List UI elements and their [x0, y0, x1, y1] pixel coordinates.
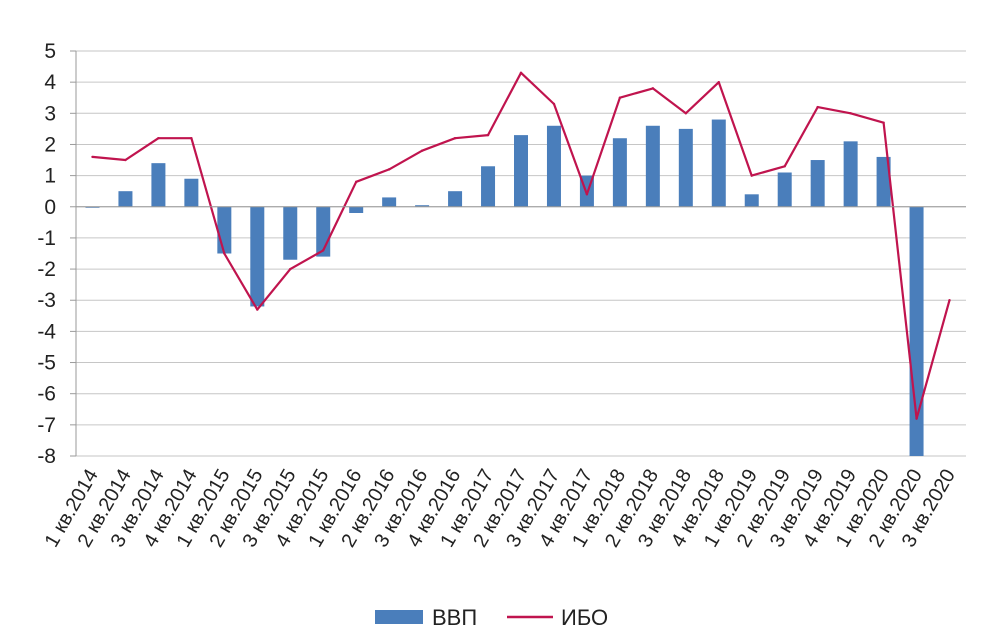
line-ibo-point [651, 87, 655, 90]
line-ibo-point [849, 112, 852, 115]
line-ibo-point [223, 252, 226, 255]
bar-vvp [382, 197, 397, 207]
line-ibo-point [552, 102, 556, 106]
y-tick-label: -6 [37, 383, 56, 406]
line-ibo-point [124, 158, 127, 162]
legend-label-vvp: ВВП [432, 605, 477, 630]
line-ibo-point [256, 308, 259, 311]
bar-vvp [250, 206, 265, 307]
line-ibo-point [289, 267, 292, 271]
bar-vvp [415, 205, 430, 207]
bar-vvp [744, 194, 759, 207]
line-ibo-point [420, 149, 424, 152]
line-ibo-point [91, 155, 94, 159]
y-tick-label: 5 [44, 40, 56, 63]
line-ibo-point [190, 137, 193, 140]
grid-layer [76, 50, 966, 457]
y-tick-label: 2 [44, 133, 56, 156]
y-tick-label: -1 [37, 227, 56, 250]
line-ibo-point [322, 249, 325, 252]
line-ibo-point [519, 71, 523, 75]
legend-swatch-vvp [375, 610, 423, 624]
y-tick-label: 1 [44, 165, 56, 188]
line-ibo-point [882, 121, 885, 124]
legend-label-ibo: ИБО [561, 605, 608, 630]
y-tick-label: -8 [37, 445, 56, 468]
bar-vvp [876, 156, 891, 207]
line-ibo-point [915, 417, 918, 420]
line-series [91, 71, 951, 420]
y-tick-label: 4 [44, 71, 56, 94]
line-ibo-point [618, 96, 622, 99]
bar-vvp [283, 206, 298, 260]
bar-vvp [151, 163, 166, 207]
bar-vvp [546, 125, 561, 207]
line-ibo-point [717, 80, 720, 84]
line-ibo-point [750, 174, 753, 177]
y-tick-label: -2 [37, 258, 56, 281]
bar-vvp [645, 125, 660, 207]
bar-vvp [711, 119, 726, 207]
bar-vvp [481, 166, 496, 207]
bar-vvp [184, 178, 199, 207]
bar-series [85, 119, 924, 456]
line-ibo-point [453, 137, 457, 140]
line-ibo-point [157, 137, 160, 140]
line-ibo-point [387, 168, 391, 171]
bar-vvp [612, 138, 627, 207]
line-ibo-point [783, 165, 786, 168]
line-ibo-point [816, 105, 819, 109]
bar-vvp [514, 135, 528, 207]
line-ibo-point [684, 112, 688, 115]
bar-vvp [843, 141, 858, 207]
line-ibo-point [486, 133, 490, 137]
line-ibo [92, 71, 951, 420]
y-tick-label: -4 [37, 320, 56, 343]
line-ibo-point [354, 180, 358, 184]
y-tick-label: -5 [37, 352, 56, 375]
bar-vvp [678, 128, 693, 207]
legend: ВВП ИБО [375, 605, 608, 630]
bar-vvp [777, 172, 792, 207]
bar-vvp [217, 206, 232, 254]
bar-vvp [349, 206, 364, 213]
bar-vvp [448, 191, 463, 207]
bar-vvp [810, 160, 825, 207]
line-ibo-point [948, 299, 951, 302]
line-ibo-point [585, 193, 589, 196]
bar-vvp [118, 191, 133, 207]
y-tick-label: 0 [44, 196, 56, 219]
y-tick-label: -7 [37, 414, 56, 437]
y-tick-label: -3 [37, 289, 56, 312]
y-tick-label: 3 [44, 102, 56, 125]
